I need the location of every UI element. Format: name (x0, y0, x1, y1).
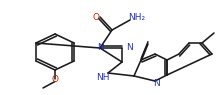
Text: NH: NH (96, 72, 110, 82)
Text: N: N (97, 44, 103, 53)
Text: N: N (153, 80, 159, 89)
Text: O: O (93, 13, 99, 21)
Text: NH₂: NH₂ (129, 13, 146, 23)
Text: O: O (52, 74, 59, 84)
Text: N: N (126, 44, 133, 53)
